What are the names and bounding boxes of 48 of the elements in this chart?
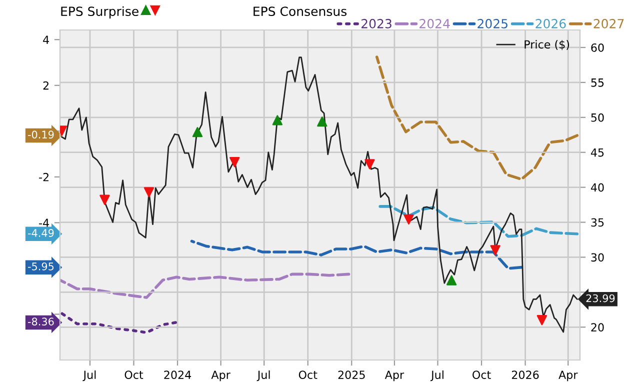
y2-tick-label: 50: [591, 113, 604, 122]
legend-label: 2024: [420, 18, 450, 28]
x-tick-label: Jul: [256, 370, 270, 382]
point: [404, 214, 414, 225]
y2-tick-label: 35: [591, 218, 604, 227]
x-tick-label: Apr: [211, 370, 230, 382]
x-tick-label: Jul: [430, 370, 444, 382]
y2-tick-label: 20: [591, 323, 604, 332]
point: [230, 157, 240, 168]
y2-tick-label: 55: [591, 78, 604, 87]
y-tick-label: 2: [43, 81, 48, 90]
point: [446, 275, 457, 286]
text: 2027: [594, 18, 624, 28]
legend-label: Price ($): [524, 40, 570, 50]
point: [317, 116, 328, 127]
point: [364, 159, 375, 170]
text: -4.49: [28, 229, 54, 237]
point: [272, 115, 283, 126]
x-tick-label: 2026: [512, 370, 539, 380]
x-tick-label: Jul: [82, 370, 96, 382]
x-tick-label: Apr: [558, 370, 578, 382]
y2-tick-label: 40: [590, 183, 604, 192]
x-tick-label: Oct: [124, 370, 144, 380]
point: [100, 194, 110, 205]
y-tick-label: 4: [43, 36, 49, 44]
legend-title: EPS Consensus: [254, 6, 347, 16]
y2-tick-label: 30: [591, 253, 604, 262]
point: [536, 315, 548, 326]
x-tick-label: 2024: [164, 370, 192, 380]
legend-label: 2025: [478, 18, 508, 28]
y-tick-label: -4: [39, 218, 49, 227]
y2-tick-label: 45: [590, 148, 604, 157]
point: [490, 245, 500, 256]
x-tick-label: 2025: [338, 370, 365, 380]
y2-tick-label: 60: [591, 43, 604, 52]
text: 23.99: [586, 294, 615, 302]
text: -8.36: [28, 318, 54, 326]
x-tick-label: Oct: [298, 370, 318, 380]
y-tick-label: -2: [39, 172, 48, 182]
point: [192, 126, 203, 138]
text: -0.19: [28, 130, 54, 139]
x-tick-label: Apr: [384, 370, 404, 382]
legend-label: 2023: [362, 18, 392, 28]
x-tick-label: Oct: [472, 370, 491, 380]
point: [144, 187, 154, 198]
text: -5.95: [28, 262, 54, 270]
text: EPS Surprise: [61, 6, 138, 18]
legend-label: 2026: [536, 18, 566, 28]
